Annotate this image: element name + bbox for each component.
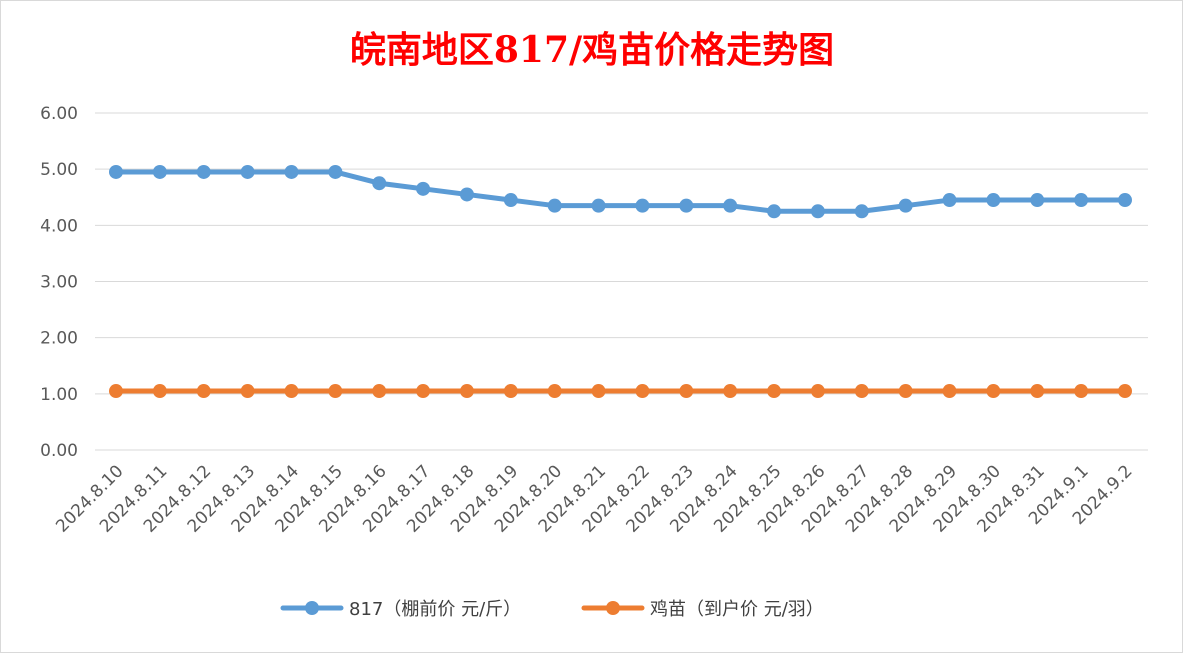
data-point (854, 384, 869, 399)
data-point (942, 384, 957, 399)
data-point (635, 384, 650, 399)
data-point (459, 384, 474, 399)
data-point (109, 164, 123, 179)
data-point (679, 198, 694, 213)
data-point (767, 204, 782, 219)
legend: 817（棚前价 元/斤） 鸡苗（到户价 元/羽） (280, 599, 824, 620)
data-point (284, 384, 299, 399)
data-point (986, 384, 1001, 399)
data-point (109, 384, 123, 399)
y-tick-label: 1.00 (40, 385, 78, 405)
data-point (679, 384, 694, 399)
data-point (1030, 193, 1045, 208)
data-point (591, 198, 606, 213)
data-point (503, 384, 518, 399)
data-point (591, 384, 606, 399)
legend-swatch-marker (606, 601, 620, 615)
data-point (898, 384, 913, 399)
data-point (1074, 384, 1089, 399)
data-point (416, 181, 431, 196)
data-point (635, 198, 650, 213)
series-1 (109, 164, 1132, 219)
legend-label: 鸡苗（到户价 元/羽） (650, 599, 824, 620)
legend-item: 鸡苗（到户价 元/羽） (581, 599, 824, 620)
data-point (767, 384, 782, 399)
y-tick-label: 3.00 (40, 273, 78, 293)
data-point (547, 198, 562, 213)
data-point (1118, 384, 1132, 399)
data-point (372, 176, 387, 191)
legend-swatch-marker (305, 601, 319, 615)
series-layer (109, 164, 1132, 399)
data-point (723, 198, 738, 213)
data-point (723, 384, 738, 399)
gridlines (95, 112, 1148, 451)
x-axis-ticks: 2024.8.102024.8.112024.8.122024.8.132024… (52, 461, 1136, 536)
y-tick-label: 4.00 (40, 216, 78, 236)
chart-title: 皖南地区817/鸡苗价格走势图 (350, 29, 834, 71)
data-point (372, 384, 387, 399)
series-2 (109, 384, 1132, 399)
data-point (1074, 193, 1089, 208)
data-point (810, 204, 825, 219)
data-point (416, 384, 431, 399)
data-point (196, 164, 211, 179)
y-tick-label: 0.00 (40, 441, 78, 461)
legend-item: 817（棚前价 元/斤） (280, 599, 521, 620)
data-point (547, 384, 562, 399)
data-point (328, 384, 343, 399)
data-point (986, 193, 1001, 208)
y-tick-label: 6.00 (40, 104, 78, 124)
data-point (240, 164, 255, 179)
data-point (196, 384, 211, 399)
data-point (152, 164, 167, 179)
data-point (459, 187, 474, 202)
data-point (240, 384, 255, 399)
series-line (113, 169, 1128, 214)
y-tick-label: 2.00 (40, 329, 78, 349)
data-point (328, 164, 343, 179)
legend-label: 817（棚前价 元/斤） (349, 599, 521, 620)
data-point (898, 198, 913, 213)
data-point (1118, 193, 1132, 208)
data-point (503, 193, 518, 208)
data-point (284, 164, 299, 179)
data-point (152, 384, 167, 399)
data-point (810, 384, 825, 399)
data-point (1030, 384, 1045, 399)
y-tick-label: 5.00 (40, 160, 78, 180)
data-point (942, 193, 957, 208)
y-axis-ticks: 0.00 1.00 2.00 3.00 4.00 5.00 6.00 (40, 104, 78, 461)
data-point (854, 204, 869, 219)
